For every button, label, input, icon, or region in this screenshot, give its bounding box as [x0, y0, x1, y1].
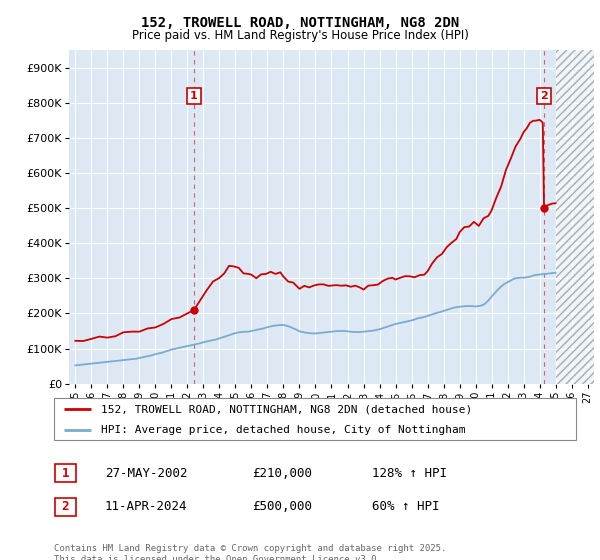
Text: 2: 2	[540, 91, 548, 101]
Text: Price paid vs. HM Land Registry's House Price Index (HPI): Price paid vs. HM Land Registry's House …	[131, 29, 469, 42]
Text: Contains HM Land Registry data © Crown copyright and database right 2025.
This d: Contains HM Land Registry data © Crown c…	[54, 544, 446, 560]
Text: 2: 2	[62, 500, 69, 514]
FancyBboxPatch shape	[54, 398, 576, 440]
Text: 152, TROWELL ROAD, NOTTINGHAM, NG8 2DN (detached house): 152, TROWELL ROAD, NOTTINGHAM, NG8 2DN (…	[101, 404, 472, 414]
Text: £500,000: £500,000	[252, 500, 312, 514]
Text: 27-MAY-2002: 27-MAY-2002	[105, 466, 187, 480]
Text: HPI: Average price, detached house, City of Nottingham: HPI: Average price, detached house, City…	[101, 426, 466, 435]
Text: £210,000: £210,000	[252, 466, 312, 480]
Text: 152, TROWELL ROAD, NOTTINGHAM, NG8 2DN: 152, TROWELL ROAD, NOTTINGHAM, NG8 2DN	[141, 16, 459, 30]
Text: 60% ↑ HPI: 60% ↑ HPI	[372, 500, 439, 514]
Text: 128% ↑ HPI: 128% ↑ HPI	[372, 466, 447, 480]
FancyBboxPatch shape	[55, 498, 76, 516]
Bar	[556, 50, 594, 384]
Text: 1: 1	[62, 466, 69, 480]
Text: 1: 1	[190, 91, 198, 101]
Bar	[556, 50, 594, 384]
FancyBboxPatch shape	[55, 464, 76, 482]
Text: 11-APR-2024: 11-APR-2024	[105, 500, 187, 514]
